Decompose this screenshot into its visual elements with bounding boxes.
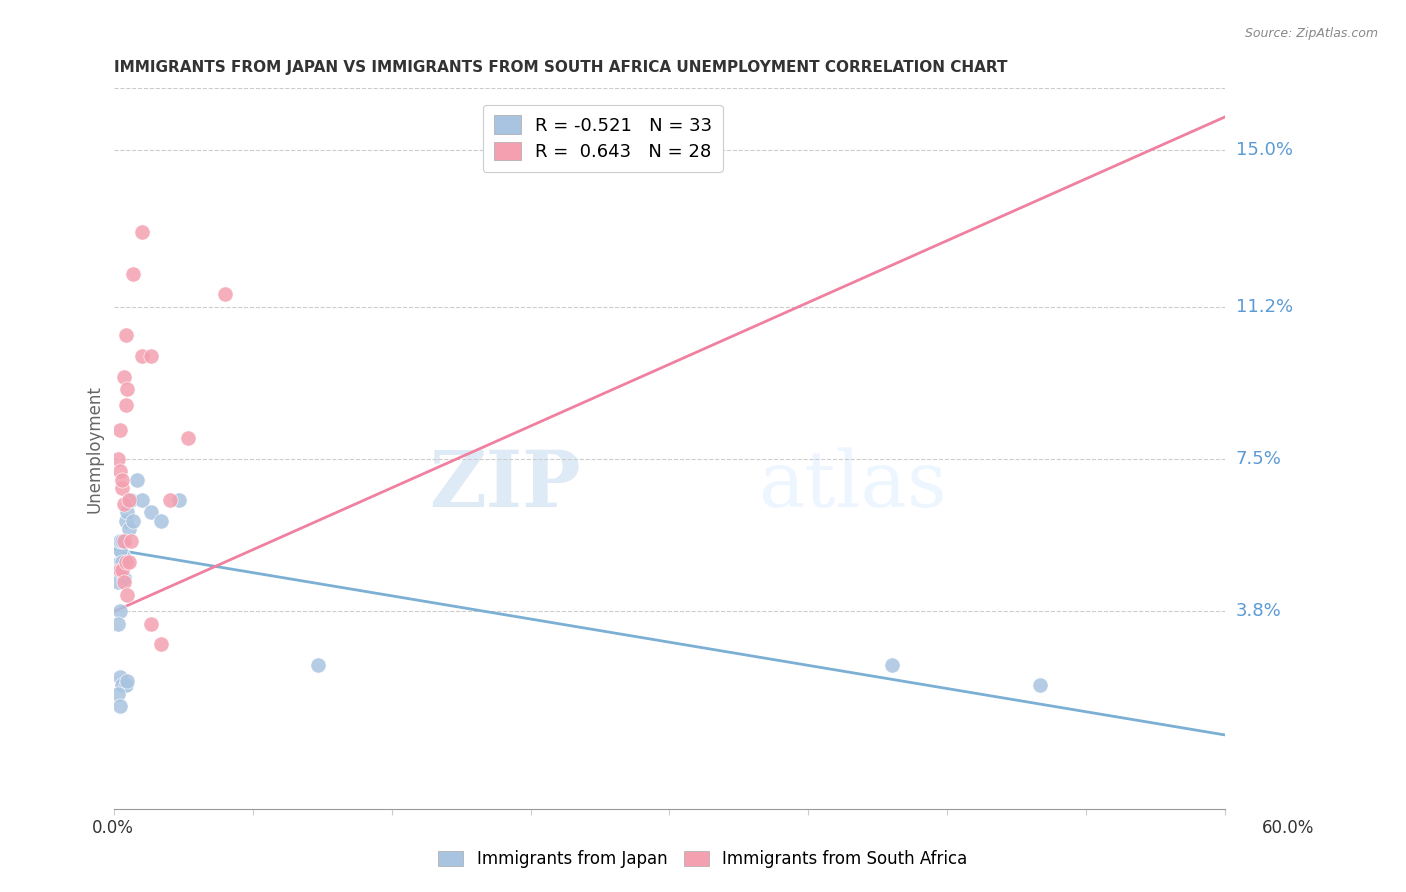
Text: IMMIGRANTS FROM JAPAN VS IMMIGRANTS FROM SOUTH AFRICA UNEMPLOYMENT CORRELATION C: IMMIGRANTS FROM JAPAN VS IMMIGRANTS FROM…	[114, 60, 1008, 75]
Point	[141, 349, 163, 363]
Point	[131, 493, 153, 508]
Point	[1028, 678, 1050, 692]
Point	[112, 575, 135, 590]
Text: 0.0%: 0.0%	[91, 819, 134, 837]
Point	[111, 678, 134, 692]
Point	[125, 473, 148, 487]
Text: 60.0%: 60.0%	[1263, 819, 1315, 837]
Text: atlas: atlas	[758, 447, 948, 523]
Point	[112, 497, 135, 511]
Point	[214, 287, 236, 301]
Point	[122, 267, 145, 281]
Text: 7.5%: 7.5%	[1236, 450, 1281, 468]
Point	[112, 571, 135, 585]
Point	[108, 604, 131, 618]
Point	[117, 382, 139, 396]
Point	[114, 555, 136, 569]
Point	[108, 423, 131, 437]
Point	[141, 616, 163, 631]
Point	[122, 514, 145, 528]
Point	[108, 555, 131, 569]
Point	[120, 493, 142, 508]
Point	[149, 514, 172, 528]
Point	[111, 534, 134, 549]
Point	[111, 481, 134, 495]
Point	[149, 637, 172, 651]
Point	[108, 563, 131, 577]
Point	[108, 699, 131, 714]
Text: 15.0%: 15.0%	[1236, 141, 1292, 159]
Point	[108, 464, 131, 478]
Point	[114, 328, 136, 343]
Point	[131, 349, 153, 363]
Point	[114, 514, 136, 528]
Text: 3.8%: 3.8%	[1236, 602, 1281, 620]
Point	[307, 657, 329, 672]
Y-axis label: Unemployment: Unemployment	[86, 384, 103, 513]
Point	[118, 555, 141, 569]
Point	[120, 534, 142, 549]
Point	[114, 678, 136, 692]
Point	[118, 522, 141, 536]
Point	[107, 451, 129, 466]
Point	[111, 555, 134, 569]
Point	[111, 473, 134, 487]
Point	[141, 506, 163, 520]
Point	[107, 563, 129, 577]
Point	[111, 547, 134, 561]
Legend: R = -0.521   N = 33, R =  0.643   N = 28: R = -0.521 N = 33, R = 0.643 N = 28	[482, 104, 723, 172]
Point	[880, 657, 903, 672]
Point	[111, 563, 134, 577]
Point	[107, 575, 129, 590]
Point	[131, 226, 153, 240]
Point	[117, 588, 139, 602]
Point	[108, 534, 131, 549]
Text: 11.2%: 11.2%	[1236, 298, 1292, 316]
Legend: Immigrants from Japan, Immigrants from South Africa: Immigrants from Japan, Immigrants from S…	[432, 844, 974, 875]
Text: ZIP: ZIP	[429, 447, 581, 523]
Point	[107, 687, 129, 701]
Text: Source: ZipAtlas.com: Source: ZipAtlas.com	[1244, 27, 1378, 40]
Point	[112, 550, 135, 565]
Point	[167, 493, 190, 508]
Point	[159, 493, 181, 508]
Point	[112, 369, 135, 384]
Point	[177, 431, 200, 445]
Point	[108, 542, 131, 557]
Point	[112, 678, 135, 692]
Point	[117, 674, 139, 689]
Point	[112, 534, 135, 549]
Point	[107, 616, 129, 631]
Point	[118, 493, 141, 508]
Point	[108, 670, 131, 684]
Point	[114, 398, 136, 412]
Point	[117, 506, 139, 520]
Point	[111, 559, 134, 574]
